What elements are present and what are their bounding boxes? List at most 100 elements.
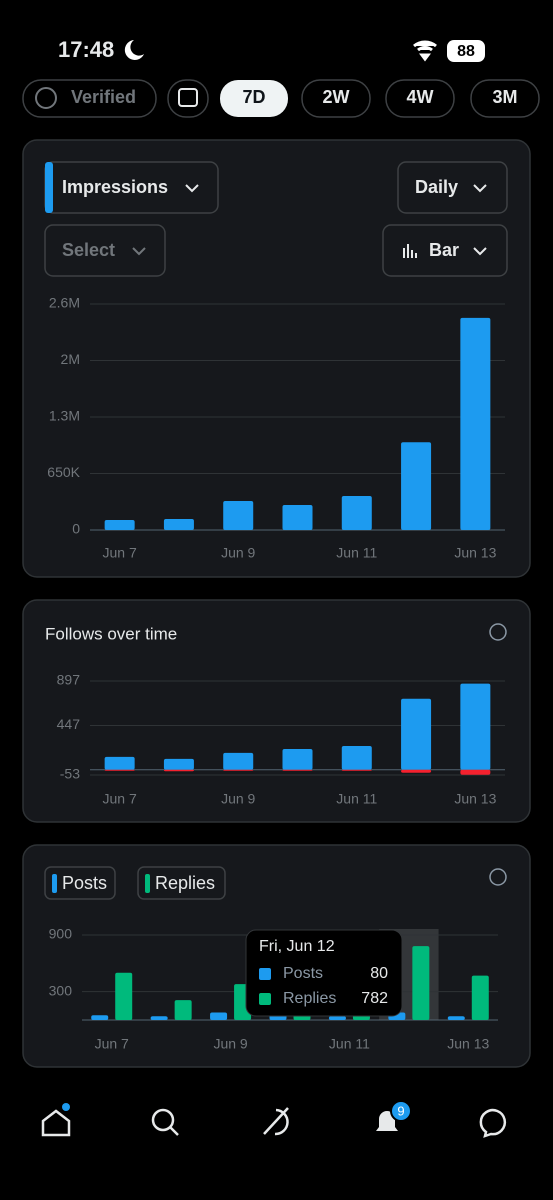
legend-label: Posts — [62, 873, 107, 893]
calendar-chip[interactable] — [167, 79, 209, 118]
range-chip[interactable] — [385, 79, 455, 118]
legend-swatch — [52, 874, 57, 893]
bar — [163, 769, 194, 772]
bar — [223, 752, 254, 770]
chevron — [132, 247, 146, 256]
bar — [341, 769, 372, 771]
chevron — [473, 184, 487, 193]
legend-swatch — [145, 874, 150, 893]
y-tick-label: -53 — [60, 766, 80, 782]
verified-chip[interactable] — [22, 79, 157, 118]
bar — [447, 1016, 465, 1020]
battery-level: 88 — [457, 43, 475, 60]
bar — [341, 496, 372, 530]
bar — [91, 1015, 109, 1020]
bar — [471, 975, 489, 1020]
style-label: Bar — [429, 240, 459, 260]
messages-icon[interactable] — [479, 1108, 507, 1138]
range-chip[interactable] — [470, 79, 540, 118]
impressions-panel — [22, 139, 531, 578]
clock: 17:48 — [58, 37, 114, 62]
bar — [460, 317, 491, 530]
y-tick-label: 300 — [49, 982, 73, 998]
search-icon[interactable] — [151, 1108, 175, 1132]
metric-color — [45, 162, 53, 213]
y-tick-label: 2.6M — [49, 295, 80, 311]
chevron — [185, 184, 199, 193]
tooltip-swatch — [259, 993, 271, 1005]
bar — [104, 769, 135, 771]
interval-dropdown[interactable] — [397, 161, 508, 214]
y-tick-label: 650K — [47, 464, 80, 480]
bar — [341, 746, 372, 770]
x-tick-label: Jun 7 — [103, 545, 137, 561]
compare-label: Select — [62, 240, 115, 260]
home-icon[interactable] — [41, 1109, 71, 1137]
range-label: 3M — [492, 87, 517, 107]
legend-chip[interactable] — [44, 866, 116, 900]
legend-label: Replies — [155, 873, 215, 893]
bar — [115, 972, 133, 1020]
range-chip[interactable] — [220, 80, 288, 117]
bar — [282, 769, 313, 771]
y-tick-label: 897 — [57, 672, 81, 688]
x-tick-label: Jun 13 — [454, 791, 496, 807]
x-tick-label: Jun 13 — [447, 1036, 489, 1052]
bar — [460, 683, 491, 770]
bar — [210, 1012, 228, 1020]
tooltip — [245, 929, 403, 1017]
bar — [174, 1000, 192, 1020]
range-label: 2W — [323, 87, 350, 107]
y-tick-label: 900 — [49, 926, 73, 942]
style-dropdown[interactable] — [382, 224, 508, 277]
x-tick-label: Jun 11 — [329, 1036, 370, 1052]
badge-count: 9 — [397, 1103, 404, 1118]
x-tick-label: Jun 9 — [221, 791, 255, 807]
metric-label: Impressions — [62, 177, 168, 197]
calendar-icon — [178, 88, 198, 107]
x-tick-label: Jun 9 — [221, 545, 255, 561]
interval-label: Daily — [415, 177, 458, 197]
chart-title: Follows over time — [45, 624, 177, 643]
verified-label: Verified — [71, 87, 136, 107]
info-icon[interactable] — [489, 623, 507, 641]
compare-dropdown[interactable] — [44, 224, 166, 277]
y-tick-label: 447 — [57, 716, 81, 732]
bar — [150, 1016, 168, 1020]
verified-icon — [35, 87, 57, 109]
legend-chip[interactable] — [137, 866, 226, 900]
bar — [104, 520, 135, 530]
x-tick-label: Jun 11 — [336, 791, 377, 807]
bar — [401, 442, 432, 530]
x-tick-label: Jun 7 — [103, 791, 137, 807]
bar — [163, 758, 194, 770]
y-tick-label: 2M — [61, 351, 80, 367]
bar — [282, 748, 313, 770]
bar — [223, 500, 254, 530]
tooltip-label: Posts — [283, 965, 323, 982]
x-tick-label: Jun 11 — [336, 545, 377, 561]
range-label: 4W — [407, 87, 434, 107]
nav-bar — [0, 1088, 553, 1200]
bar — [460, 769, 491, 775]
tooltip-title: Fri, Jun 12 — [259, 938, 335, 955]
home-dot — [62, 1103, 70, 1111]
badge — [390, 1100, 412, 1122]
range-chip[interactable] — [301, 79, 371, 118]
grok-icon[interactable] — [263, 1107, 289, 1136]
bar — [104, 756, 135, 770]
bar — [223, 769, 254, 771]
x-tick-label: Jun 9 — [213, 1036, 247, 1052]
bar — [412, 946, 430, 1020]
bar — [163, 518, 194, 530]
tooltip-swatch — [259, 968, 271, 980]
x-tick-label: Jun 7 — [95, 1036, 129, 1052]
search-handle — [169, 1126, 179, 1136]
battery-icon — [447, 40, 485, 62]
bar — [328, 1016, 346, 1020]
info-icon[interactable] — [489, 868, 507, 886]
bar — [401, 698, 432, 770]
tooltip-value: 782 — [361, 990, 388, 1007]
y-tick-label: 0 — [72, 521, 80, 537]
